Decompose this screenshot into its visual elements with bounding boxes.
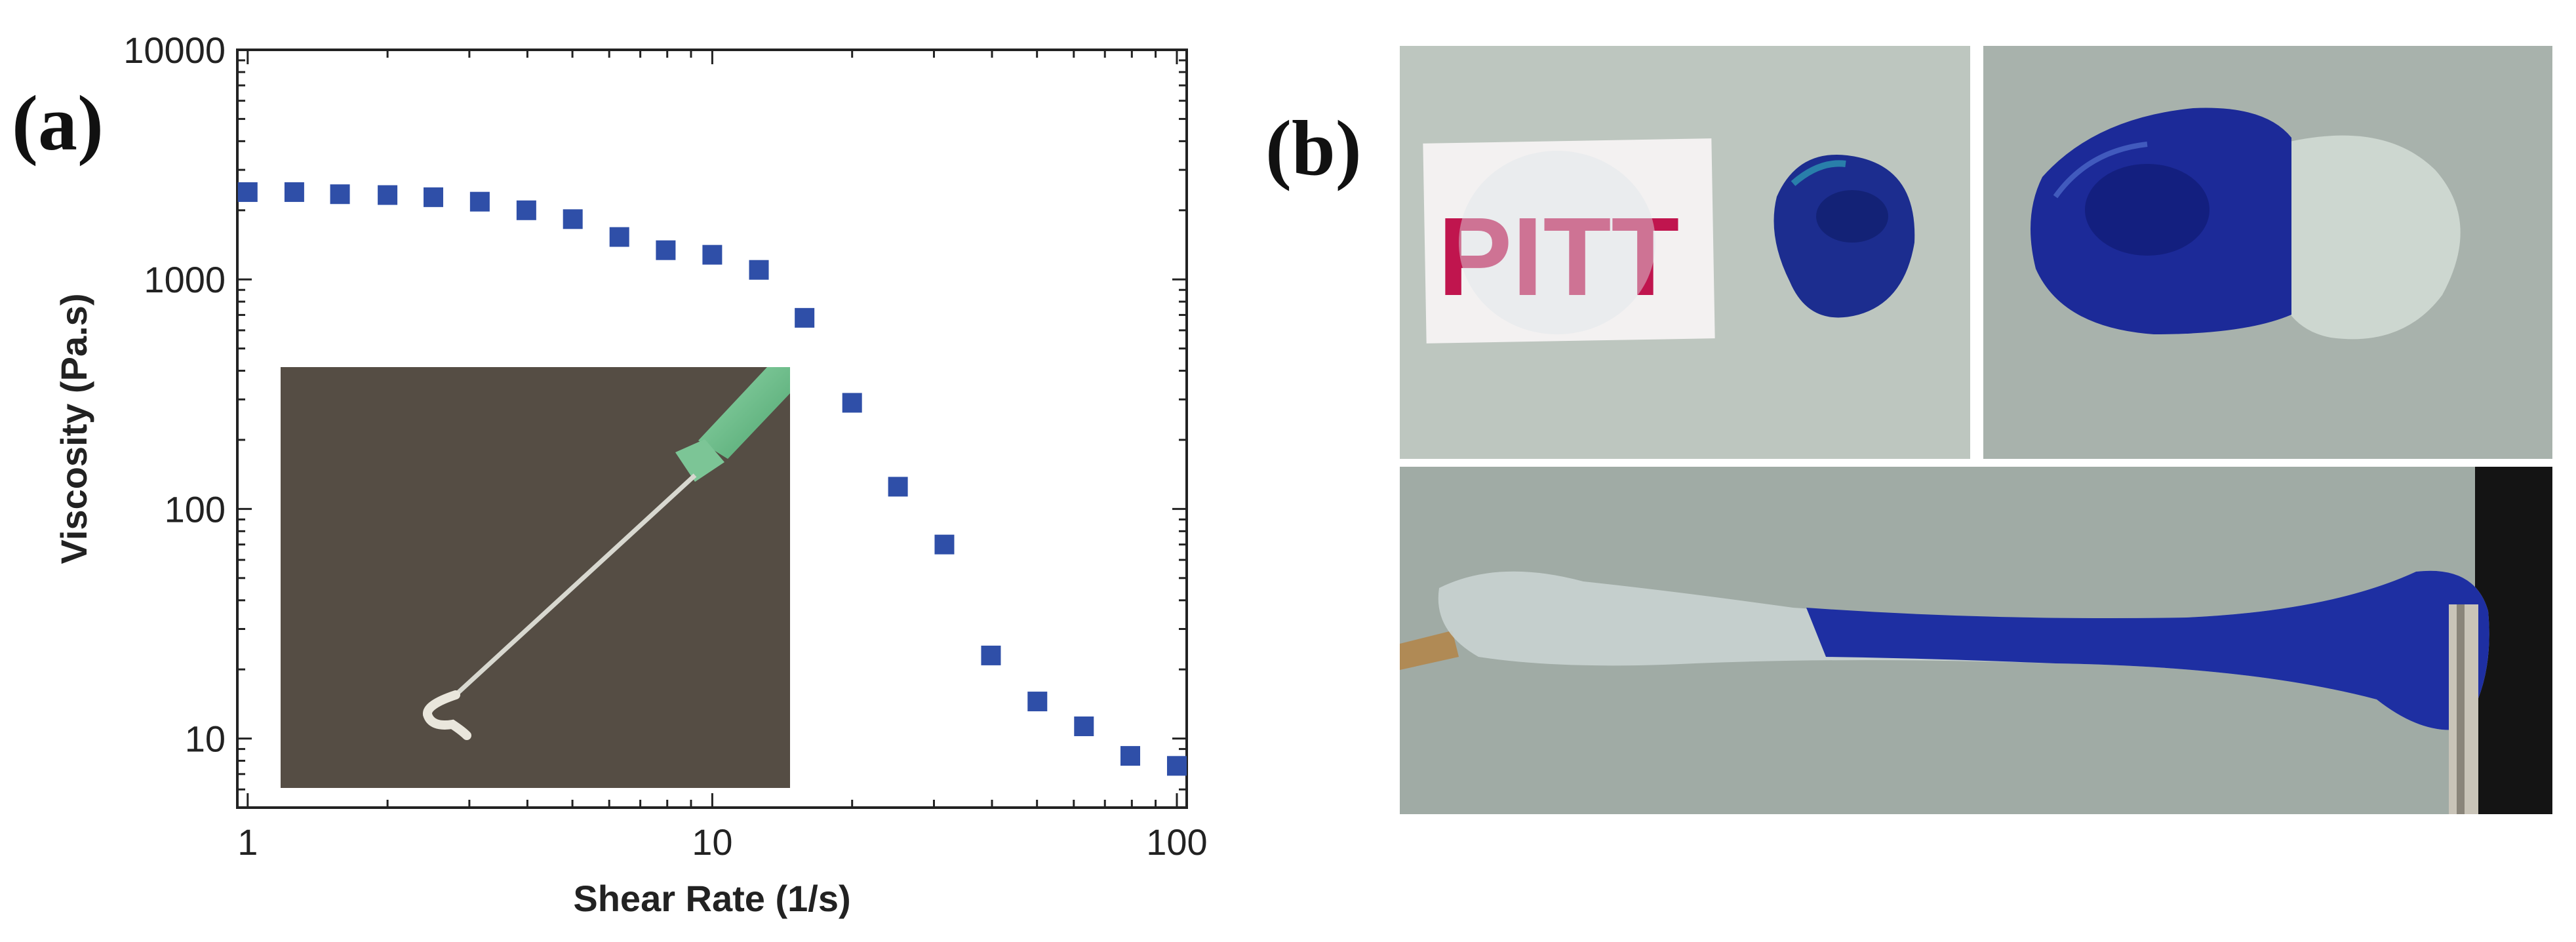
panel-label-b: (b) <box>1265 104 1362 191</box>
data-point <box>656 240 676 260</box>
data-point <box>330 184 350 205</box>
data-point <box>1166 756 1187 776</box>
data-point <box>981 645 1001 665</box>
data-point <box>888 477 908 497</box>
data-point <box>423 187 443 207</box>
photo-stretched-gel <box>1400 467 2552 814</box>
data-point <box>795 307 815 328</box>
x-axis-label: Shear Rate (1/s) <box>573 878 850 919</box>
data-point <box>1027 692 1048 712</box>
x-tick-label: 1 <box>237 821 258 863</box>
y-tick-label: 10000 <box>123 29 226 71</box>
photo-merged-gel-drops <box>1983 46 2552 459</box>
data-point <box>284 182 304 203</box>
data-point <box>516 200 536 220</box>
x-tick-label: 10 <box>692 821 732 863</box>
data-point <box>842 393 862 413</box>
panel-label-a: (a) <box>12 79 104 167</box>
y-tick-label: 100 <box>165 488 226 530</box>
data-point <box>237 182 258 203</box>
y-tick-label: 1000 <box>144 259 226 300</box>
x-tick-label: 100 <box>1146 821 1207 863</box>
data-point <box>702 245 723 265</box>
data-point <box>563 209 583 229</box>
pitt-sign-text: PITT <box>1438 195 1679 319</box>
data-point <box>749 260 769 280</box>
data-point <box>609 227 629 247</box>
inset-needle-photo <box>281 367 790 788</box>
y-axis-label: Viscosity (Pa.s) <box>53 294 94 564</box>
viscosity-chart: 1 10 100 10 100 1000 10000 Shear Rate (1/s) Vi… <box>53 29 1208 919</box>
data-point <box>934 534 955 555</box>
photo-pitt-card-and-gel: PITT <box>1400 46 1970 459</box>
y-tick-label: 10 <box>185 718 226 760</box>
data-point <box>469 191 490 212</box>
data-point <box>378 185 398 205</box>
data-point <box>1074 716 1094 736</box>
data-point <box>1120 746 1140 766</box>
